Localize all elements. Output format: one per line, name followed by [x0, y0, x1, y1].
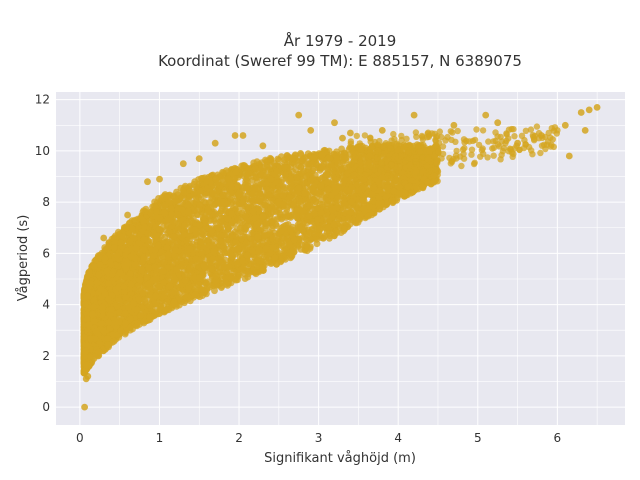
data-point — [304, 160, 312, 167]
data-point — [313, 160, 320, 168]
data-points — [80, 104, 601, 411]
data-point — [219, 222, 226, 230]
data-point — [317, 209, 325, 217]
chart-title-line-1: År 1979 - 2019 — [284, 31, 397, 50]
data-point — [284, 221, 292, 228]
data-point — [147, 308, 155, 315]
chart-title-line-2: Koordinat (Sweref 99 TM): E 885157, N 63… — [158, 52, 522, 70]
data-point — [271, 253, 279, 261]
data-point — [304, 150, 312, 158]
data-point — [265, 191, 273, 199]
data-point — [172, 258, 180, 266]
data-point — [290, 236, 298, 244]
data-point — [236, 205, 244, 213]
data-point — [126, 270, 134, 278]
data-point — [245, 182, 253, 190]
data-point — [220, 263, 228, 271]
data-point — [180, 231, 188, 239]
data-point — [138, 266, 146, 274]
data-point — [168, 210, 176, 218]
data-point — [308, 235, 315, 243]
data-point — [220, 232, 228, 239]
data-point — [200, 262, 208, 269]
data-point — [290, 200, 297, 208]
data-point — [241, 275, 249, 282]
data-point — [159, 278, 167, 286]
data-point — [231, 228, 239, 236]
data-point — [205, 237, 213, 245]
data-point — [235, 271, 243, 279]
data-point — [240, 162, 247, 169]
data-point — [298, 157, 306, 165]
data-point — [191, 274, 198, 282]
